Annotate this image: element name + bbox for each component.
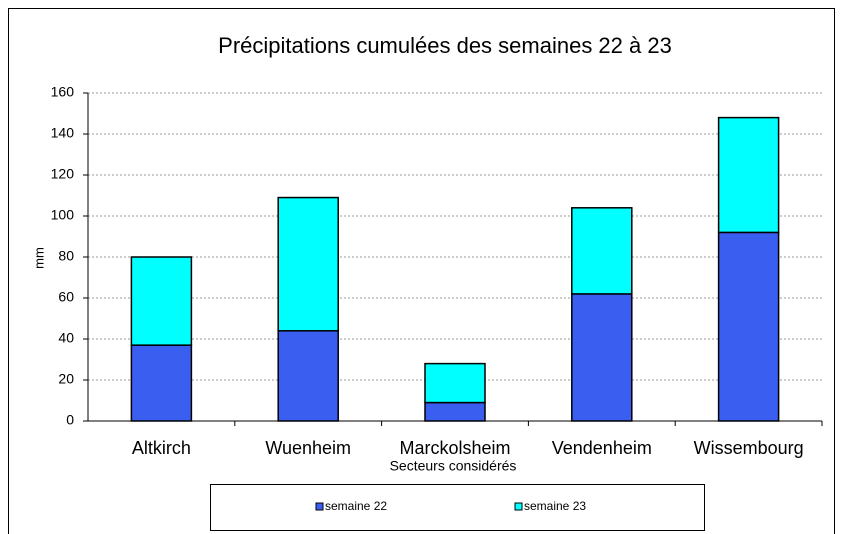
bar [571, 293, 633, 422]
legend-swatch [514, 502, 523, 511]
x-tick-label: Wissembourg [694, 438, 804, 458]
bar [571, 207, 633, 295]
chart-title: Précipitations cumulées des semaines 22 … [218, 33, 672, 58]
legend [210, 484, 705, 531]
y-tick-label: 160 [51, 84, 75, 100]
bar [130, 256, 193, 346]
y-tick-label: 120 [51, 166, 75, 182]
y-tick-label: 100 [51, 207, 75, 223]
y-tick-label: 80 [58, 248, 74, 264]
y-tick-label: 140 [51, 125, 75, 141]
bar [277, 330, 339, 422]
x-tick-label: Altkirch [132, 438, 191, 458]
bar [717, 231, 780, 422]
y-tick-label: 0 [66, 412, 74, 428]
legend-label: semaine 22 [325, 499, 387, 513]
x-tick-label: Vendenheim [552, 438, 652, 458]
legend-swatch [315, 502, 324, 511]
x-tick-label: Marckolsheim [399, 438, 510, 458]
y-tick-label: 20 [58, 371, 74, 387]
bar [424, 362, 486, 404]
bar [424, 401, 486, 422]
x-axis-title: Secteurs considérés [390, 458, 517, 474]
legend-label: semaine 23 [524, 499, 586, 513]
chart-frame [8, 8, 835, 534]
bar [130, 344, 193, 422]
bar [717, 116, 780, 234]
x-tick-label: Wuenheim [265, 438, 351, 458]
y-tick-label: 40 [58, 330, 74, 346]
bar [277, 196, 339, 332]
y-tick-label: 60 [58, 289, 74, 305]
y-axis-title: mm [31, 247, 46, 269]
